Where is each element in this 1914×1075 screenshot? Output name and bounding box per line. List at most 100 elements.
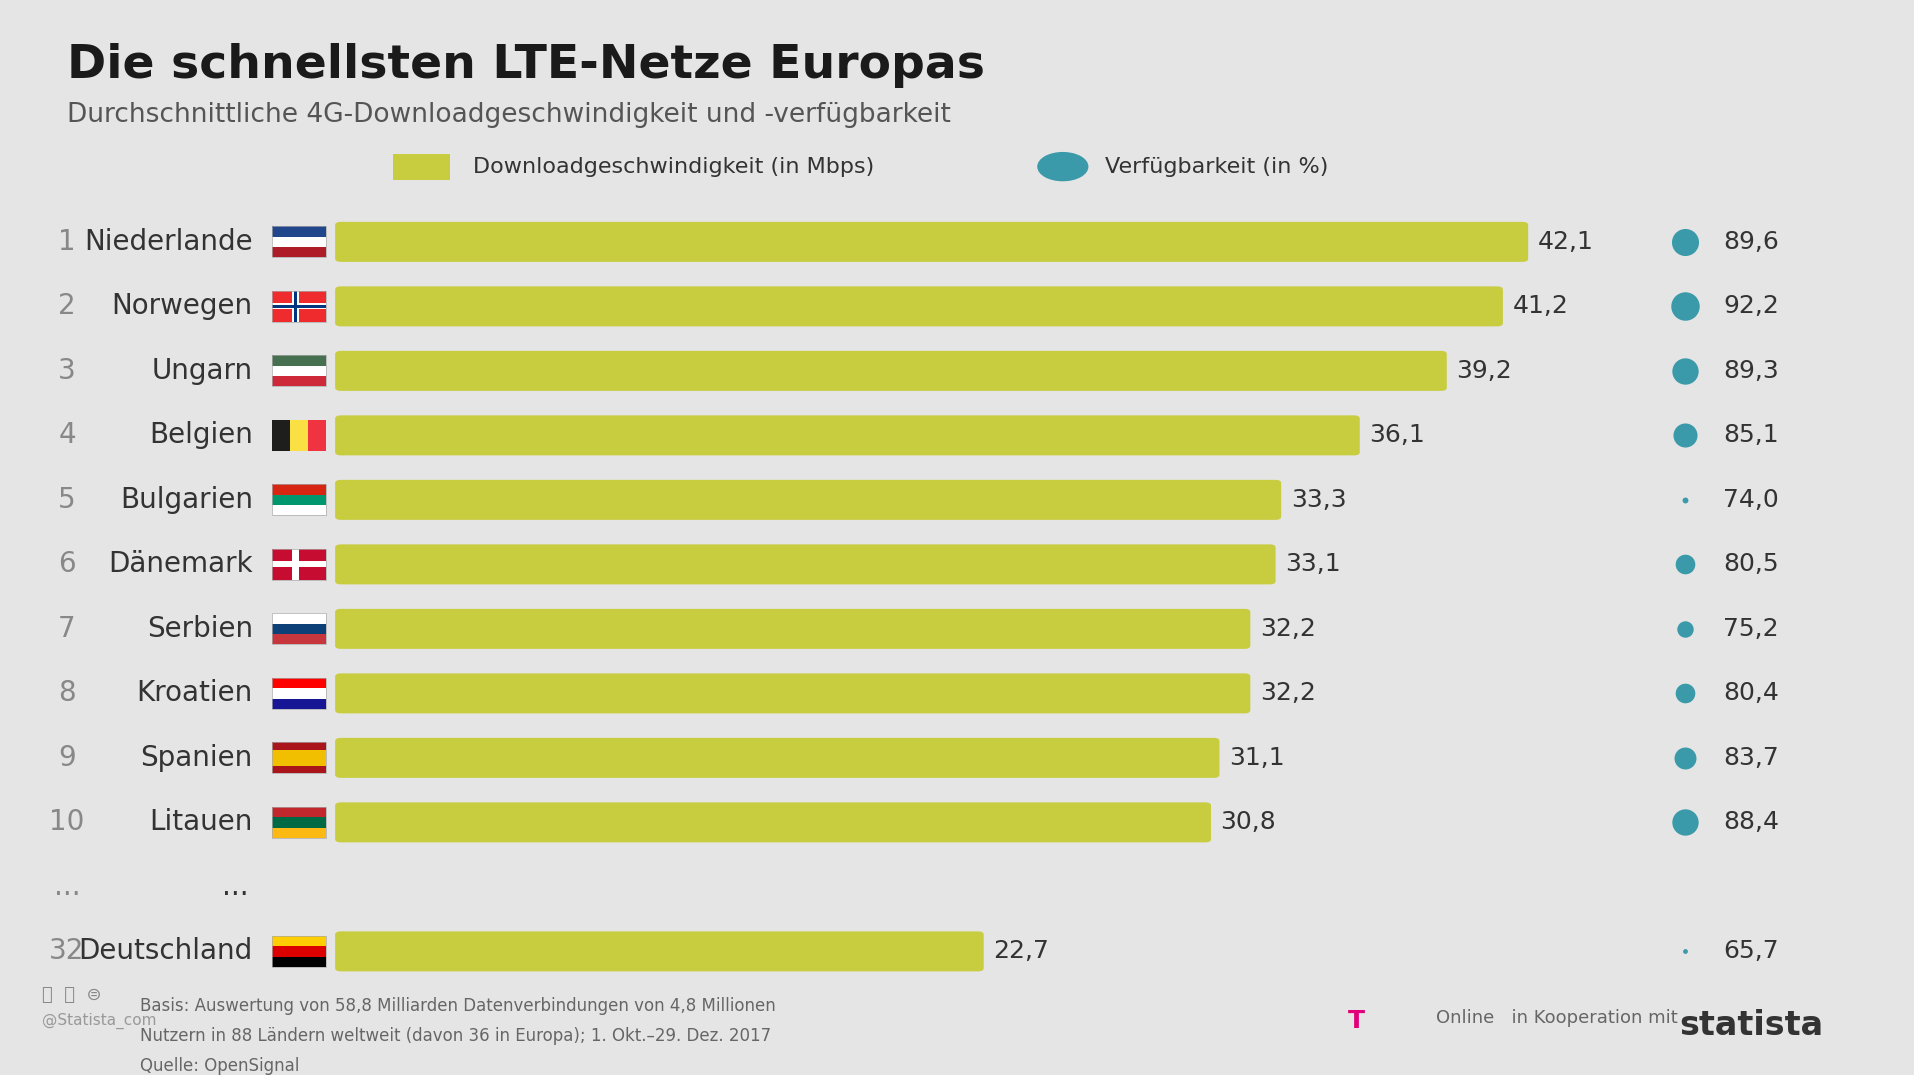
Text: Belgien: Belgien [149,421,253,449]
Bar [272,743,325,773]
Bar [272,305,325,307]
Text: 36,1: 36,1 [1369,424,1424,447]
Bar [272,247,325,257]
Text: 65,7: 65,7 [1723,940,1778,963]
Bar [272,957,325,966]
Text: 10: 10 [50,808,84,836]
Bar [272,366,325,376]
Bar [272,291,325,321]
Bar [272,561,325,568]
FancyBboxPatch shape [335,350,1445,391]
Text: 74,0: 74,0 [1723,488,1778,512]
Text: Niederlande: Niederlande [84,228,253,256]
Text: statista: statista [1679,1009,1822,1043]
Text: 5: 5 [57,486,77,514]
Bar [272,420,289,450]
Bar [272,678,325,688]
Point [1669,233,1700,250]
FancyBboxPatch shape [335,931,984,972]
Text: 83,7: 83,7 [1723,746,1778,770]
Bar [272,614,325,644]
Point [1669,943,1700,960]
Bar [272,227,325,236]
Text: 4: 4 [57,421,77,449]
Text: 2: 2 [57,292,77,320]
Bar [272,505,325,515]
Text: Norwegen: Norwegen [111,292,253,320]
Bar [272,699,325,708]
Text: 31,1: 31,1 [1229,746,1284,770]
Bar [392,154,450,180]
Text: Verfügbarkeit (in %): Verfügbarkeit (in %) [1104,157,1328,176]
Bar [272,356,325,386]
Text: Bulgarien: Bulgarien [121,486,253,514]
Text: Basis: Auswertung von 58,8 Milliarden Datenverbindungen von 4,8 Millionen: Basis: Auswertung von 58,8 Milliarden Da… [140,997,775,1015]
Bar [272,688,325,699]
Bar [272,828,325,837]
Bar [272,624,325,634]
Text: 7: 7 [57,615,77,643]
FancyBboxPatch shape [335,608,1250,649]
Point [1669,620,1700,637]
Text: 32,2: 32,2 [1259,682,1315,705]
Bar [272,485,325,494]
Bar [293,291,297,321]
Bar [272,946,325,957]
Text: ...: ... [54,873,80,901]
Text: 33,3: 33,3 [1290,488,1346,512]
Point [1669,298,1700,315]
Text: 8: 8 [57,679,77,707]
Bar [272,936,325,946]
Bar [272,750,325,765]
FancyBboxPatch shape [335,221,1527,262]
Bar [272,549,325,579]
Bar [272,807,325,817]
Text: 41,2: 41,2 [1512,295,1568,318]
Text: 33,1: 33,1 [1284,553,1340,576]
Point [1669,362,1700,379]
Bar [272,614,325,623]
Text: ...: ... [222,873,249,901]
FancyBboxPatch shape [335,479,1280,520]
FancyBboxPatch shape [335,802,1210,843]
Bar [289,420,308,450]
Text: @Statista_com: @Statista_com [42,1013,157,1029]
Text: Downloadgeschwindigkeit (in Mbps): Downloadgeschwindigkeit (in Mbps) [473,157,875,176]
Bar [272,817,325,828]
Text: 85,1: 85,1 [1723,424,1778,447]
Point [1669,427,1700,444]
Circle shape [1037,153,1087,181]
Point [1669,685,1700,702]
Text: Serbien: Serbien [147,615,253,643]
Bar [272,765,325,773]
Text: 6: 6 [57,550,77,578]
Bar [272,634,325,644]
Text: Nutzern in 88 Ländern weltweit (davon 36 in Europa); 1. Okt.–29. Dez. 2017: Nutzern in 88 Ländern weltweit (davon 36… [140,1027,771,1045]
FancyBboxPatch shape [335,673,1250,714]
Text: Kroatien: Kroatien [136,679,253,707]
Text: 75,2: 75,2 [1723,617,1778,641]
Bar [272,356,325,366]
Point [1669,491,1700,508]
Text: 80,4: 80,4 [1723,682,1778,705]
Text: 32: 32 [50,937,84,965]
Text: Quelle: OpenSignal: Quelle: OpenSignal [140,1057,299,1075]
Bar [272,936,325,966]
Text: 30,8: 30,8 [1219,811,1277,834]
Text: 80,5: 80,5 [1723,553,1778,576]
Bar [272,485,325,515]
Text: Durchschnittliche 4G-Downloadgeschwindigkeit und -verfügbarkeit: Durchschnittliche 4G-Downloadgeschwindig… [67,102,951,128]
Bar [272,291,325,321]
Text: T: T [1347,1009,1365,1033]
Text: 39,2: 39,2 [1455,359,1512,383]
FancyBboxPatch shape [335,544,1275,585]
Text: 89,6: 89,6 [1723,230,1778,254]
FancyBboxPatch shape [335,737,1219,778]
Text: 3: 3 [57,357,77,385]
Text: Dänemark: Dänemark [107,550,253,578]
Text: Litauen: Litauen [149,808,253,836]
Text: Spanien: Spanien [140,744,253,772]
FancyBboxPatch shape [335,286,1502,327]
Bar [272,678,325,708]
Text: 89,3: 89,3 [1723,359,1778,383]
